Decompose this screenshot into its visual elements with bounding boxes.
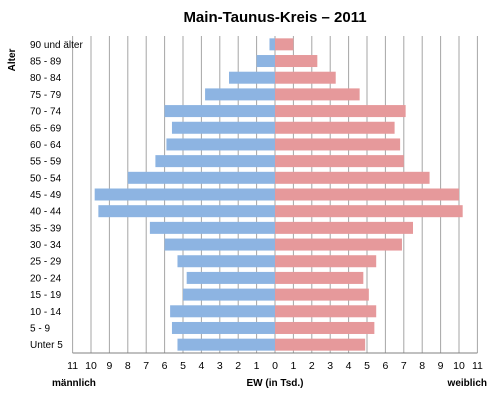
bar-male xyxy=(164,238,275,251)
category-labels: 90 und älter 85 - 89 80 - 84 75 - 79 70 - 74… xyxy=(30,40,83,351)
bar-male xyxy=(205,88,275,101)
bar-female xyxy=(275,238,402,251)
tick-label: 11 xyxy=(472,360,483,372)
bar-male xyxy=(256,55,275,68)
category-label: 15 - 19 xyxy=(30,290,62,301)
bar-female xyxy=(275,38,294,51)
bars xyxy=(94,38,463,351)
tick-label: 9 xyxy=(438,360,444,372)
tick-label: 6 xyxy=(162,360,168,372)
bar-female xyxy=(275,255,377,268)
bar-female xyxy=(275,171,430,184)
bar-female xyxy=(275,338,366,351)
category-label: 80 - 84 xyxy=(30,73,62,84)
bar-male xyxy=(98,205,275,218)
bar-female xyxy=(275,288,369,301)
tick-label: 1 xyxy=(254,360,260,372)
tick-label: 5 xyxy=(180,360,186,372)
bar-male xyxy=(269,38,275,51)
tick-label: 2 xyxy=(309,360,315,372)
tick-label: 8 xyxy=(419,360,425,372)
category-label: 90 und älter xyxy=(30,40,83,51)
category-label: 30 - 34 xyxy=(30,240,62,251)
tick-label: 5 xyxy=(364,360,370,372)
bar-female xyxy=(275,71,336,84)
bar-male xyxy=(171,321,275,334)
bar-male xyxy=(170,305,275,318)
bar-male xyxy=(155,155,275,168)
bar-male xyxy=(127,171,275,184)
tick-label: 4 xyxy=(346,360,352,372)
bar-male xyxy=(166,138,275,151)
category-label: 25 - 29 xyxy=(30,257,62,268)
bar-female xyxy=(275,55,318,68)
bar-male xyxy=(177,338,275,351)
bar-male xyxy=(229,71,275,84)
bar-male xyxy=(164,105,275,118)
category-label: 85 - 89 xyxy=(30,57,62,68)
tick-label: 9 xyxy=(106,360,112,372)
category-label: 45 - 49 xyxy=(30,190,62,201)
bar-female xyxy=(275,205,463,218)
category-label: 5 - 9 xyxy=(30,323,50,334)
category-label: 75 - 79 xyxy=(30,90,62,101)
tick-label: 4 xyxy=(198,360,204,372)
tick-label: 0 xyxy=(272,360,278,372)
bar-male xyxy=(171,121,275,134)
tick-label: 8 xyxy=(125,360,131,372)
tick-label: 6 xyxy=(382,360,388,372)
x-axis-label: EW (in Tsd.) xyxy=(246,378,303,389)
bar-female xyxy=(275,221,413,234)
category-label: 65 - 69 xyxy=(30,123,62,134)
tick-label: 3 xyxy=(217,360,223,372)
bar-female xyxy=(275,88,360,101)
category-label: Unter 5 xyxy=(30,340,63,351)
tick-label: 11 xyxy=(67,360,78,372)
tick-label: 10 xyxy=(453,360,465,372)
bar-male xyxy=(186,271,275,284)
bar-female xyxy=(275,155,404,168)
category-label: 35 - 39 xyxy=(30,223,62,234)
bar-female xyxy=(275,138,401,151)
bar-female xyxy=(275,188,459,201)
bar-female xyxy=(275,105,406,118)
y-axis-label: Alter xyxy=(7,49,18,72)
category-label: 60 - 64 xyxy=(30,140,62,151)
category-label: 55 - 59 xyxy=(30,157,62,168)
male-label: männlich xyxy=(52,378,96,389)
tick-label: 3 xyxy=(327,360,333,372)
tick-label: 10 xyxy=(85,360,97,372)
tick-label: 7 xyxy=(143,360,149,372)
bar-female xyxy=(275,305,377,318)
female-label: weiblich xyxy=(447,378,487,389)
tick-label: 1 xyxy=(290,360,296,372)
category-label: 20 - 24 xyxy=(30,273,62,284)
bar-female xyxy=(275,121,395,134)
tick-label: 7 xyxy=(401,360,407,372)
bar-male xyxy=(149,221,275,234)
bar-male xyxy=(183,288,275,301)
category-label: 50 - 54 xyxy=(30,173,62,184)
bar-male xyxy=(94,188,276,201)
category-label: 70 - 74 xyxy=(30,107,62,118)
chart-title: Main-Taunus-Kreis – 2011 xyxy=(183,9,366,26)
bar-male xyxy=(177,255,275,268)
tick-label: 2 xyxy=(235,360,241,372)
bar-female xyxy=(275,271,364,284)
category-label: 40 - 44 xyxy=(30,207,62,218)
tick-labels: 11 10 9 8 7 6 5 4 3 2 1 0 1 2 3 4 5 6 7 8 9 10 11 xyxy=(67,360,483,372)
category-label: 10 - 14 xyxy=(30,307,62,318)
bar-female xyxy=(275,321,375,334)
